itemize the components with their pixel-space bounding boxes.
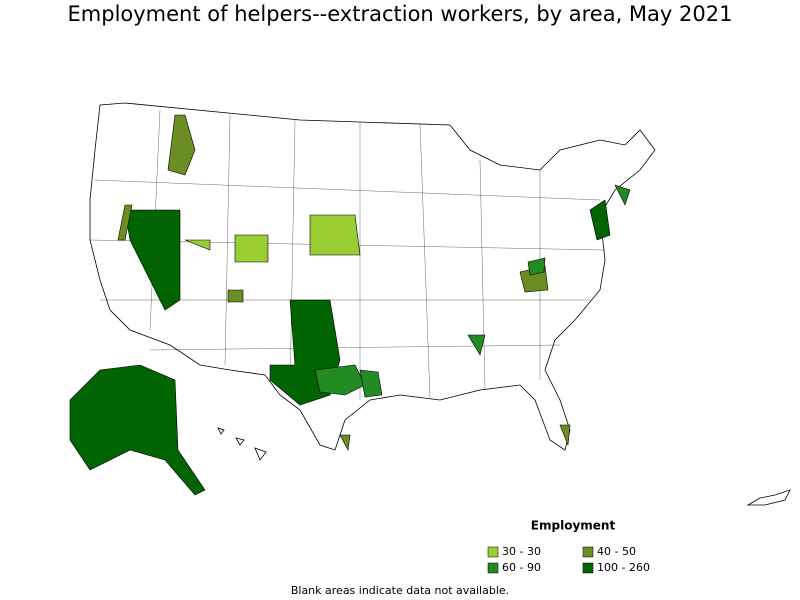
area-region [339, 434, 351, 451]
legend-label: 60 - 90 [502, 561, 541, 574]
regions [69, 114, 631, 496]
legend-swatch [582, 562, 594, 574]
us-outline [89, 102, 656, 451]
area-region [227, 289, 244, 303]
legend-label: 100 - 260 [597, 561, 650, 574]
legend: Employment 30 - 30 40 - 50 60 - 90 100 - 26… [487, 519, 650, 574]
area-region [309, 214, 361, 256]
hawaii [217, 427, 267, 461]
area-region [359, 369, 383, 398]
legend-label: 30 - 30 [502, 545, 541, 558]
area-region [184, 239, 211, 251]
map-title: Employment of helpers--extraction worker… [68, 2, 733, 26]
area-region [589, 199, 611, 241]
area-region [69, 364, 206, 496]
legend-swatch [487, 546, 499, 558]
legend-swatch [487, 562, 499, 574]
area-region [124, 209, 181, 311]
islands [746, 489, 791, 506]
area-region [614, 184, 631, 206]
legend-title: Employment [531, 519, 616, 533]
area-region [527, 257, 546, 276]
legend-label: 40 - 50 [597, 545, 636, 558]
area-region [467, 334, 486, 356]
area-region [167, 114, 196, 176]
area-region [117, 204, 133, 241]
area-region [559, 424, 571, 446]
area-region [314, 364, 366, 396]
legend-swatch [582, 546, 594, 558]
footnote: Blank areas indicate data not available. [291, 584, 509, 597]
area-region [234, 234, 269, 263]
